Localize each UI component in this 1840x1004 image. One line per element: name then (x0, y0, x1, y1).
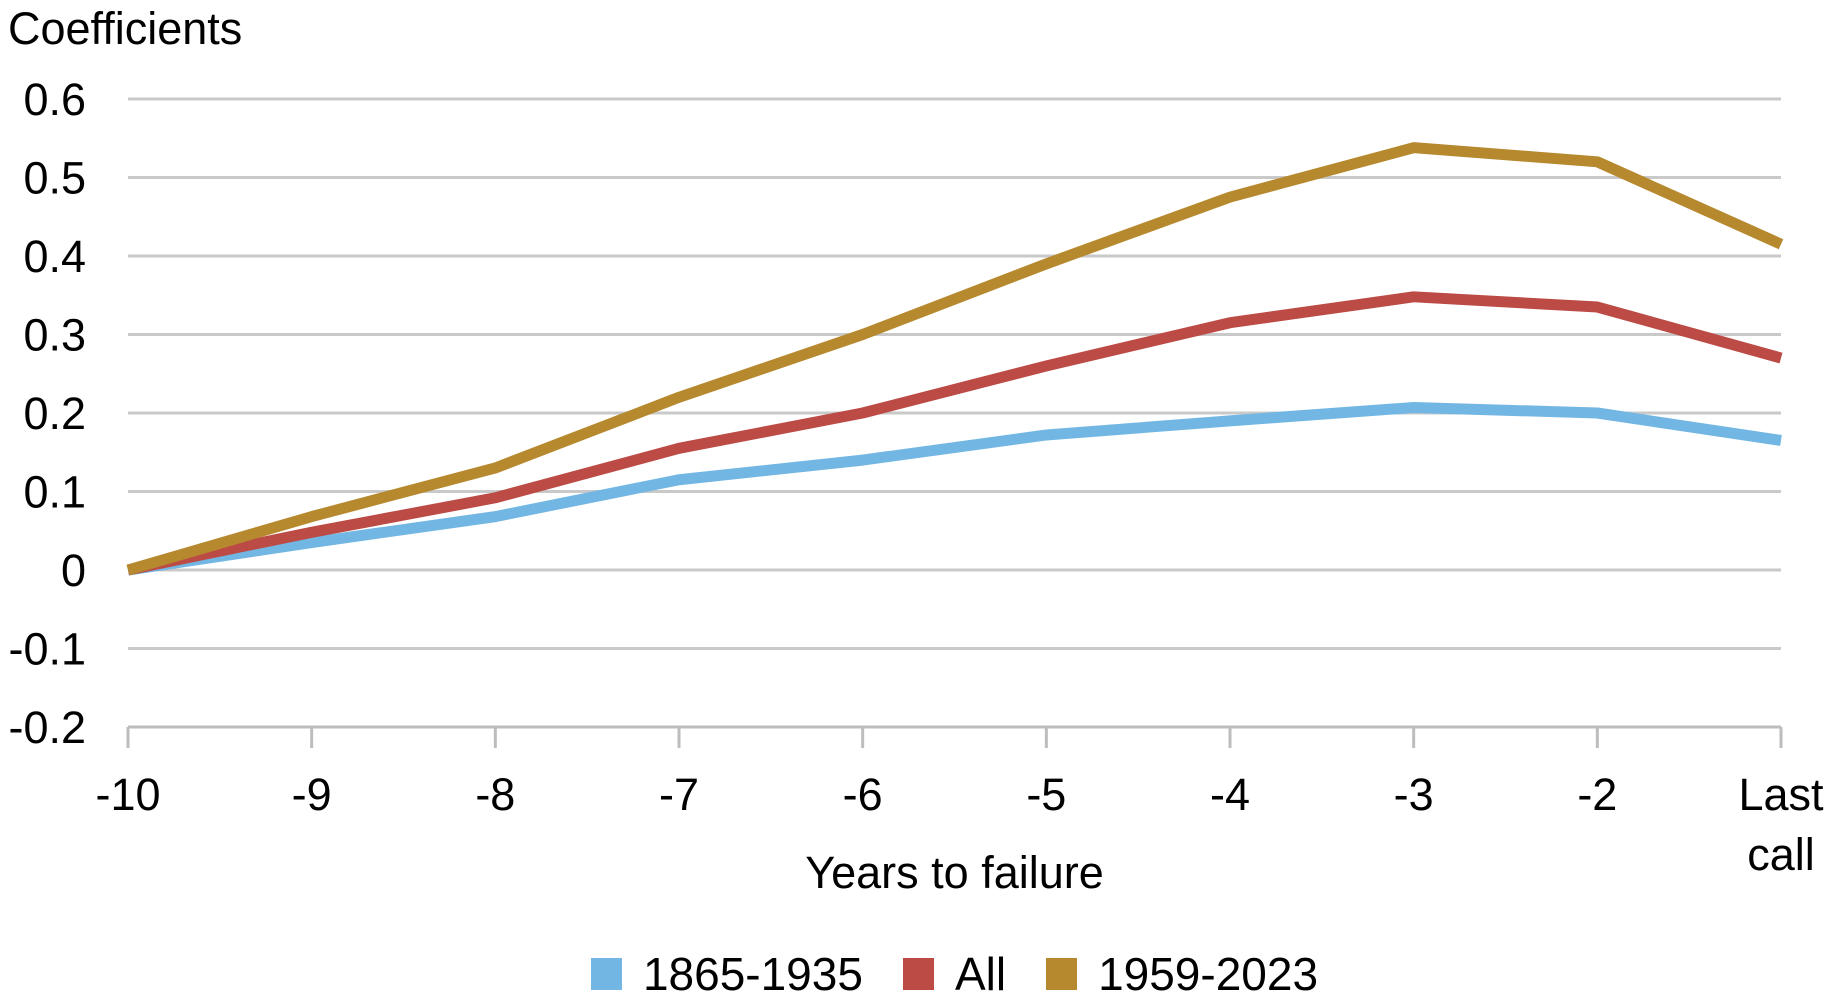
series-line-1959-2023 (126, 142, 1784, 576)
x-axis-title: Years to failure (805, 847, 1104, 898)
legend-item-1865-1935: 1865-1935 (590, 948, 863, 1000)
legend-label-1959-2023: 1959-2023 (1098, 948, 1319, 1000)
y-axis-tick-label: 0.3 (23, 310, 86, 361)
x-axis (126, 725, 1783, 748)
x-axis-tick-label: -8 (475, 769, 515, 820)
legend-swatch-1865-1935 (590, 958, 622, 990)
legend-label-1865-1935: 1865-1935 (642, 948, 863, 1000)
x-axis-tick-label: Last call (1738, 769, 1824, 880)
data-series-lines (126, 142, 1784, 576)
series-line-1865-1935 (127, 402, 1782, 576)
legend-item-1959-2023: 1959-2023 (1046, 951, 1318, 997)
x-axis-tick-labels: -10 -9 -8 -7 -6 -5 -4 -3 -2 Last call (95, 769, 1824, 880)
y-axis-tick-label: 0.1 (23, 467, 86, 518)
x-axis-tick-label: -3 (1394, 769, 1434, 820)
legend-label-all: All (954, 948, 1007, 1000)
y-axis-tick-label: -0.1 (8, 624, 86, 675)
x-axis-tick-label: -4 (1210, 769, 1250, 820)
x-axis-tick-label: -5 (1026, 769, 1066, 820)
y-axis-tick-label: 0.4 (23, 231, 86, 282)
y-axis-tick-label: 0.5 (23, 153, 86, 204)
y-axis-tick-labels: 0.6 0.5 0.4 0.3 0.2 0.1 0 -0.1 -0.2 (8, 74, 86, 753)
x-axis-tick-label: -10 (95, 769, 160, 820)
y-axis-unit-title: Coefficients (8, 3, 243, 54)
x-axis-tick-label: -2 (1577, 769, 1617, 820)
x-axis-tick-label: -7 (659, 769, 699, 820)
y-axis-tick-label: -0.2 (8, 702, 86, 753)
x-axis-tick-label: -6 (843, 769, 883, 820)
y-axis-tick-label: 0 (61, 545, 86, 596)
y-axis-tick-label: 0.2 (23, 388, 86, 439)
legend-swatch-1959-2023 (1046, 958, 1078, 990)
y-axis-tick-label: 0.6 (23, 74, 86, 125)
series-line-All (126, 291, 1783, 576)
legend-item-all: All (902, 948, 1007, 1000)
legend-swatch-all (902, 958, 934, 990)
legend: 1865-1935 All 1959-2023 (128, 951, 1781, 997)
x-axis-tick-label: -9 (292, 769, 332, 820)
